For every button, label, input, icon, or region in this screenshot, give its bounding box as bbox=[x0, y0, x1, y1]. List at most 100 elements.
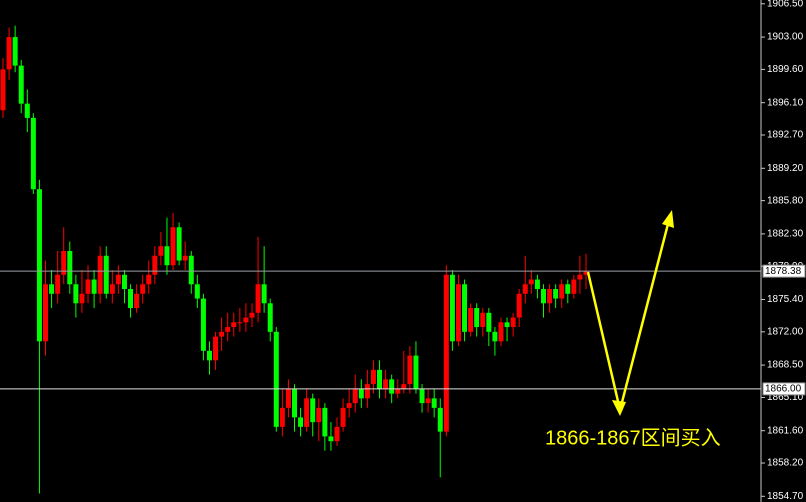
y-tick-label: 1896.10 bbox=[767, 97, 804, 108]
arrow-head bbox=[612, 400, 626, 416]
forecast-arrow bbox=[586, 210, 674, 416]
candle-body bbox=[279, 407, 285, 427]
candle-body bbox=[267, 303, 273, 332]
candle-body bbox=[334, 426, 340, 442]
candle-body bbox=[85, 279, 91, 294]
arrow-path bbox=[586, 219, 671, 411]
candle-body bbox=[261, 284, 267, 304]
y-tick-label: 1892.70 bbox=[767, 130, 804, 141]
candle-body bbox=[49, 284, 55, 294]
candle-body bbox=[30, 117, 36, 190]
y-tick-label: 1906.50 bbox=[767, 0, 804, 9]
candle-body bbox=[134, 293, 140, 309]
candle-body bbox=[243, 317, 249, 323]
candle-body bbox=[413, 355, 419, 389]
candle-body bbox=[24, 103, 30, 118]
candle-body bbox=[115, 274, 121, 285]
candle-body bbox=[206, 350, 212, 361]
candle-body bbox=[455, 284, 461, 342]
candle-body bbox=[443, 274, 449, 432]
candle-body bbox=[528, 279, 534, 285]
candle-body bbox=[468, 308, 474, 332]
y-tick-label: 1858.20 bbox=[767, 458, 804, 469]
candle-body bbox=[565, 284, 571, 294]
candle-body bbox=[346, 403, 352, 408]
candle-body bbox=[237, 322, 243, 324]
candle-body bbox=[0, 69, 6, 111]
candle-body bbox=[358, 388, 364, 399]
candle-body bbox=[67, 251, 73, 285]
candle-body bbox=[492, 331, 498, 342]
candle-body bbox=[437, 407, 443, 432]
y-tick-label: 1868.50 bbox=[767, 360, 804, 371]
candle-body bbox=[158, 246, 164, 256]
candle-body bbox=[194, 284, 200, 299]
candle-body bbox=[6, 37, 12, 70]
candle-body bbox=[219, 331, 225, 337]
candle-body bbox=[316, 407, 322, 423]
candle-body bbox=[146, 274, 152, 285]
candle-body bbox=[213, 336, 219, 361]
candle-body bbox=[401, 384, 407, 389]
candle-body bbox=[425, 398, 431, 404]
candle-body bbox=[522, 284, 528, 294]
price-label-box bbox=[762, 264, 806, 278]
y-tick-label: 1903.00 bbox=[767, 32, 804, 43]
candle-body bbox=[498, 322, 504, 342]
candle-body bbox=[231, 322, 237, 328]
candle-body bbox=[553, 289, 559, 299]
candle-body bbox=[540, 289, 546, 304]
y-tick-label: 1899.60 bbox=[767, 64, 804, 75]
candle-body bbox=[152, 255, 158, 275]
candle-body bbox=[225, 327, 231, 332]
candle-body bbox=[559, 284, 565, 299]
candle-body bbox=[534, 279, 540, 290]
candle-body bbox=[43, 284, 49, 342]
candle-body bbox=[486, 312, 492, 332]
candle-body bbox=[419, 388, 425, 404]
candle-body bbox=[249, 312, 255, 318]
candle-body bbox=[480, 312, 486, 328]
candle-body bbox=[389, 379, 395, 394]
candle-body bbox=[370, 369, 376, 385]
y-tick-label: 1872.00 bbox=[767, 326, 804, 337]
candle-body bbox=[79, 293, 85, 304]
candle-body bbox=[377, 369, 383, 389]
y-tick-label: 1854.70 bbox=[767, 491, 804, 502]
candle-body bbox=[164, 246, 170, 266]
candle-body bbox=[571, 279, 577, 294]
price-label-box bbox=[762, 382, 806, 396]
candle-body bbox=[395, 388, 401, 394]
annotation: 1866-1867区间买入 bbox=[545, 426, 721, 449]
candle-body bbox=[462, 284, 468, 332]
candle-body bbox=[97, 255, 103, 294]
candle-body bbox=[103, 255, 109, 294]
candle-body bbox=[170, 227, 176, 266]
candle-body bbox=[12, 37, 18, 66]
price-label: 1866.00 bbox=[765, 384, 802, 395]
candle-body bbox=[188, 255, 194, 285]
y-tick-label: 1861.60 bbox=[767, 425, 804, 436]
candle-body bbox=[298, 417, 304, 427]
candle-body bbox=[364, 384, 370, 399]
candle-body bbox=[255, 284, 261, 313]
candle-body bbox=[322, 407, 328, 437]
y-tick-label: 1865.10 bbox=[767, 392, 804, 403]
candle-body bbox=[407, 355, 413, 385]
candle-body bbox=[176, 227, 182, 261]
candle-body bbox=[431, 398, 437, 408]
y-tick-label: 1889.20 bbox=[767, 163, 804, 174]
candle-body bbox=[121, 274, 127, 290]
candle-body bbox=[182, 255, 188, 261]
candle-body bbox=[73, 284, 79, 304]
y-tick-label: 1882.30 bbox=[767, 229, 804, 240]
candle-body bbox=[449, 274, 455, 342]
candle-body bbox=[352, 388, 358, 404]
y-tick-label: 1875.40 bbox=[767, 294, 804, 305]
candle-body bbox=[273, 331, 279, 427]
price-label: 1878.38 bbox=[765, 266, 802, 277]
candle-body bbox=[109, 284, 115, 294]
candle-body bbox=[128, 289, 134, 309]
candle-body bbox=[200, 298, 206, 351]
candle-body bbox=[310, 398, 316, 423]
